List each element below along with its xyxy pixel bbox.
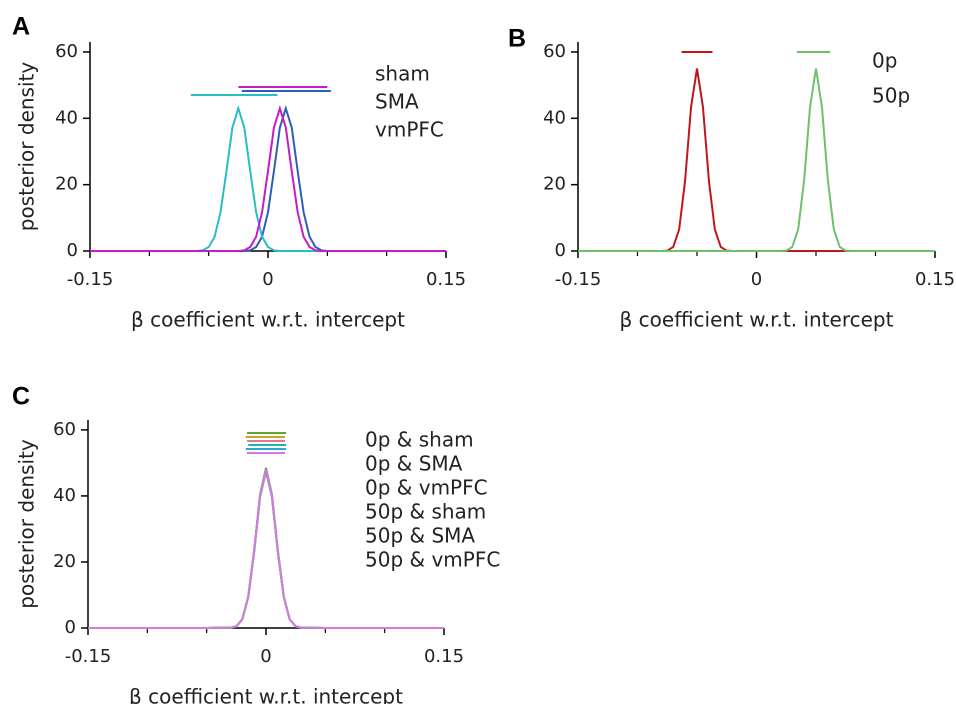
panel-label: C [12,383,30,411]
y-tick-label: 20 [55,174,78,195]
legend-entry: sham [375,62,430,86]
y-axis-label: posterior density [15,62,39,232]
legend-entry: 0p & sham [365,428,474,452]
legend-entry: SMA [375,90,419,114]
density-line [578,68,935,252]
x-tick-label: 0.15 [915,269,955,290]
y-tick-label: 60 [53,419,76,440]
panel-label: A [12,13,30,41]
y-tick-label: 40 [53,485,76,506]
y-tick-label: 0 [65,617,76,638]
y-tick-label: 60 [543,41,566,62]
legend-entry: 0p & SMA [365,452,463,476]
legend-entry: 50p & SMA [365,524,475,548]
x-tick-label: -0.15 [67,269,114,290]
y-tick-label: 20 [53,551,76,572]
x-tick-label: -0.15 [555,269,602,290]
y-tick-label: 60 [55,41,78,62]
x-tick-label: -0.15 [65,646,112,667]
x-tick-label: 0 [260,646,271,667]
legend-entry: 50p & sham [365,500,486,524]
y-tick-label: 40 [55,107,78,128]
density-line [90,104,446,252]
legend-entry: 50p & vmPFC [365,548,500,572]
x-tick-label: 0.15 [424,646,464,667]
y-tick-label: 0 [67,240,78,261]
legend-entry: 0p [872,49,897,73]
y-axis-label: posterior density [15,439,39,609]
x-tick-label: 0 [751,269,762,290]
x-tick-label: 0.15 [426,269,466,290]
y-tick-label: 20 [543,174,566,195]
y-tick-label: 40 [543,107,566,128]
legend-entry: 0p & vmPFC [365,476,488,500]
panel-label: B [508,25,526,53]
density-line [88,469,444,629]
y-tick-label: 0 [555,240,566,261]
legend-entry: 50p [872,84,910,108]
x-axis-label: β coefficient w.r.t. intercept [131,308,405,332]
x-axis-label: β coefficient w.r.t. intercept [129,685,403,704]
x-tick-label: 0 [262,269,273,290]
legend-entry: vmPFC [375,118,444,142]
x-axis-label: β coefficient w.r.t. intercept [620,308,894,332]
